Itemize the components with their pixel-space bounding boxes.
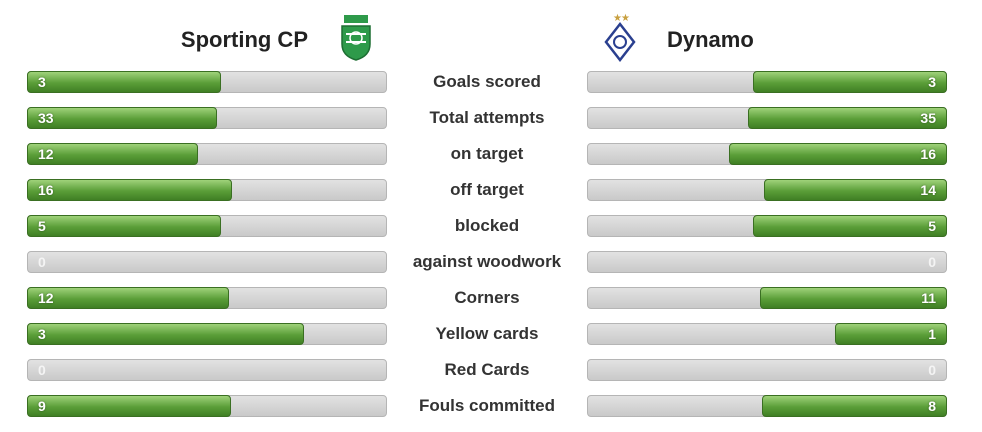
home-value: 16 — [38, 182, 54, 198]
away-track: 5 — [587, 215, 947, 237]
home-bar — [27, 287, 229, 309]
home-bar — [27, 179, 233, 201]
away-bar — [762, 395, 947, 417]
home-bar — [27, 215, 222, 237]
home-value: 33 — [38, 110, 54, 126]
away-value: 14 — [920, 182, 936, 198]
away-track: 35 — [587, 107, 947, 129]
away-value: 16 — [920, 146, 936, 162]
away-value: 35 — [920, 110, 936, 126]
away-bar — [759, 287, 947, 309]
home-value: 0 — [38, 362, 46, 378]
away-value: 8 — [928, 398, 936, 414]
away-bar — [752, 71, 947, 93]
home-bar — [27, 323, 305, 345]
home-value: 0 — [38, 254, 46, 270]
home-value: 3 — [38, 326, 46, 342]
away-logo: ★ ★ — [604, 13, 636, 62]
home-track: 12 — [27, 287, 387, 309]
home-team-name: Sporting CP — [180, 27, 308, 52]
away-track: 0 — [587, 251, 947, 273]
home-track: 5 — [27, 215, 387, 237]
away-track: 1 — [587, 323, 947, 345]
away-track: 8 — [587, 395, 947, 417]
away-bar — [752, 215, 947, 237]
away-bar — [763, 179, 947, 201]
away-value: 1 — [928, 326, 936, 342]
home-bar — [27, 143, 198, 165]
home-track: 12 — [27, 143, 387, 165]
away-track: 0 — [587, 359, 947, 381]
stat-label: blocked — [454, 216, 520, 235]
home-logo — [341, 15, 371, 61]
home-track: 33 — [27, 107, 387, 129]
home-value: 12 — [38, 290, 54, 306]
stat-label: Red Cards — [444, 360, 530, 379]
away-team-name: Dynamo — [667, 27, 754, 52]
stat-label: Total attempts — [429, 108, 545, 127]
home-track: 3 — [27, 323, 387, 345]
home-track: 16 — [27, 179, 387, 201]
stat-label: against woodwork — [412, 252, 562, 271]
away-value: 11 — [921, 290, 936, 306]
home-bar — [27, 107, 217, 129]
stat-label: Goals scored — [433, 72, 541, 91]
away-bar — [835, 323, 947, 345]
stat-label: Fouls committed — [418, 396, 555, 415]
away-value: 0 — [928, 254, 936, 270]
away-track: 16 — [587, 143, 947, 165]
svg-text:★: ★ — [613, 13, 622, 24]
home-track: 0 — [27, 359, 387, 381]
home-track: 9 — [27, 395, 387, 417]
home-value: 3 — [38, 74, 46, 90]
away-value: 5 — [928, 218, 936, 234]
away-track: 11 — [587, 287, 947, 309]
away-track: 14 — [587, 179, 947, 201]
home-value: 12 — [38, 146, 54, 162]
stat-label: off target — [450, 180, 524, 199]
away-value: 0 — [928, 362, 936, 378]
home-track: 3 — [27, 71, 387, 93]
away-bar — [728, 143, 947, 165]
home-bar — [27, 71, 222, 93]
away-bar — [747, 107, 947, 129]
home-track: 0 — [27, 251, 387, 273]
home-value: 5 — [38, 218, 46, 234]
away-track: 3 — [587, 71, 947, 93]
home-bar — [27, 395, 232, 417]
home-value: 9 — [38, 398, 46, 414]
stat-label: Yellow cards — [435, 324, 539, 343]
away-value: 3 — [928, 74, 936, 90]
stat-label: Corners — [454, 288, 520, 307]
svg-text:★: ★ — [621, 13, 630, 24]
stat-label: on target — [450, 144, 524, 163]
